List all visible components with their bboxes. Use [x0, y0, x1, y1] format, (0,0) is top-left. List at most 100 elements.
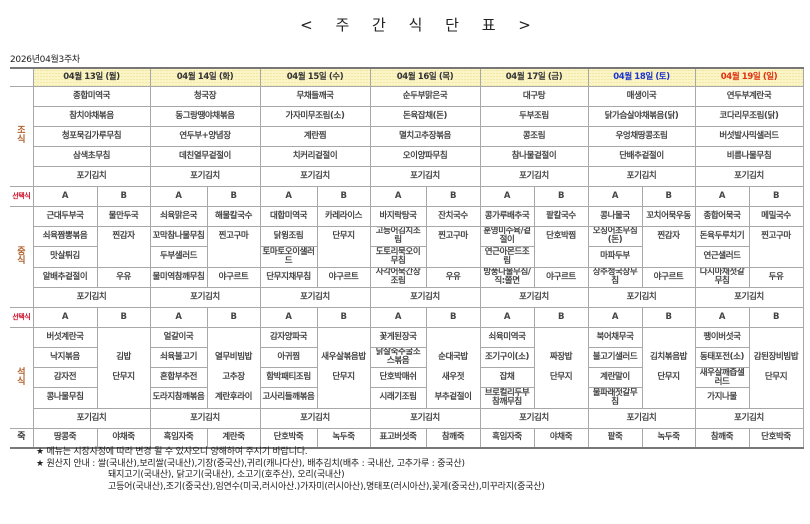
dinner-a-item: 새우살깨즙샐러드 — [694, 366, 750, 389]
lunch-a-item: 훈영미수육/겉절이 — [479, 225, 535, 247]
dinner-a-item: 동태포전(소) — [694, 346, 750, 369]
lunch-b-item: 찐감자 — [641, 225, 696, 268]
day-header: 04월 15일 (수) — [259, 67, 371, 87]
option-b-header: B — [533, 306, 589, 328]
dinner-a-item: 물파래젓갈무침 — [587, 387, 643, 409]
lunch-a-item: 마파두부 — [587, 246, 643, 268]
dinner-b-item: 김치볶음밥 — [649, 352, 688, 362]
dinner-a-item: 북어채무국 — [587, 326, 643, 348]
lunch-b-side: 찐감자 — [112, 231, 135, 241]
lunch-a-item: 종합어묵국 — [694, 205, 750, 227]
kimchi-cell: 포기김치 — [369, 407, 481, 429]
table-row: 04월 13일 (월) 04월 14일 (화) 04월 15일 (수) 04월 16일… — [10, 67, 804, 87]
porridge-b: 참깨죽 — [425, 427, 481, 449]
table-row: 참치야채볶음 동그랑땡야채볶음 가자미무조림(소) 돈육잡채(돈) 두부조림 닭가슴살야채… — [10, 105, 804, 127]
lunch-a-item: 돈육두루치기 — [694, 225, 750, 247]
lunch-b-item: 두유 — [748, 266, 804, 288]
table-row: 삼색초무침 데친열무겉절이 치커리겉절이 오이양파무침 참나물겉절이 단배추겉절이 비름나물… — [10, 145, 804, 167]
dinner-b-set: 순대국밥 새우젓 부추겉절이 — [425, 326, 481, 409]
dinner-b-item: 단무지 — [657, 372, 680, 382]
option-a-header: A — [694, 185, 750, 207]
dinner-b-set: 열무비빔밥 고추장 계란후라이 — [206, 326, 261, 409]
dinner-b-item: 부추겉절이 — [434, 392, 472, 402]
porridge-a: 표고버섯죽 — [369, 427, 427, 449]
dinner-a-item: 버섯계란국 — [32, 326, 98, 348]
kimchi-cell: 포기김치 — [694, 286, 804, 308]
kimchi-cell: 포기김치 — [149, 165, 261, 187]
breakfast-item: 종합미역국 — [32, 85, 151, 107]
day-header: 04월 16일 (목) — [369, 67, 481, 87]
table-row: 청포묵김가루무침 연두부+양념장 계란찜 멸치고추장볶음 콩조림 우엉채땅콩조림 버섯발사믹… — [10, 125, 804, 147]
day-header: 04월 14일 (화) — [149, 67, 261, 87]
option-a-header: A — [32, 306, 98, 328]
table-row: 알배추겉절이 우유 물미역참깨무침 야구르트 단무지채무침 야구르트 사각어묵간장조림 우유 방… — [10, 266, 804, 288]
dinner-b-item: 짜장밥 — [549, 352, 573, 362]
breakfast-item: 참나물겉절이 — [479, 145, 589, 167]
meal-label-char: 조 — [17, 126, 26, 136]
table-row: 중 식 근대두부국 물만두국 쇠육맑은국 해물칼국수 대합미역국 카레라이스 바지락탕국 잔치국수… — [10, 205, 804, 308]
menu-change-note: ★ 메뉴는 시장사정에 따라 변경 될 수 있사오니 양해하여 주시기 바랍니다… — [36, 447, 308, 457]
porridge-a: 흑임자죽 — [479, 427, 535, 449]
option-b-header: B — [206, 306, 261, 328]
breakfast-item: 멸치고추장볶음 — [369, 125, 481, 147]
week-label: 2026년04월3주차 — [10, 55, 80, 65]
kimchi-cell: 포기김치 — [32, 407, 151, 429]
option-a-header: A — [479, 185, 535, 207]
lunch-a-item: 상추청국장무침 — [587, 266, 643, 288]
option-b-header: B — [425, 185, 481, 207]
dinner-a-item: 조기구이(소) — [479, 346, 535, 369]
table-row: 선택식 A B A B A B A B A B A B A B — [10, 306, 804, 328]
table-row: 콩나물무침 도라지참깨볶음 고사리들깨볶음 시래기조림 브로컬리두부참깨무침 물파래젓갈무… — [10, 387, 803, 409]
day-header: 04월 18일 (토) — [587, 67, 696, 87]
breakfast-item: 단배추겉절이 — [587, 145, 696, 167]
origin-notice: ★ 원산지 안내 : 쌀(국내산),보리쌀(국내산),기장(중국산),귀리(캐나… — [36, 458, 465, 469]
dinner-b-item: 순대국밥 — [438, 352, 468, 362]
table-row: 석 식 버섯계란국 김밥 단무지 얼갈이국 열무비빔밥 고추장 계란후라이 감자양파국 새우살볶음밥… — [10, 326, 804, 429]
corner-cell — [10, 67, 34, 87]
dinner-a-item: 함박패티조림 — [259, 366, 318, 389]
option-a-header: A — [587, 306, 643, 328]
dinner-a-item: 혼합부추전 — [149, 366, 208, 389]
lunch-b-item: 메밀국수 — [748, 205, 804, 227]
option-b-header: B — [96, 185, 151, 207]
kimchi-cell: 포기김치 — [369, 165, 481, 187]
dinner-b-item: 단무지 — [549, 372, 573, 382]
porridge-b: 야채죽 — [96, 427, 151, 449]
dinner-b-item: 감된장비빔밥 — [753, 352, 799, 362]
dinner-a-item: 잡채 — [479, 366, 535, 389]
lunch-a-item: 대합미역국 — [259, 205, 318, 227]
meal-label-char: 중 — [17, 246, 26, 257]
lunch-b-item: 잔치국수 — [425, 205, 481, 227]
dinner-a-item: 감자양파국 — [259, 326, 318, 348]
porridge-b: 단호박죽 — [748, 427, 804, 449]
breakfast-item: 가자미무조림(소) — [259, 105, 371, 127]
porridge-b: 야채죽 — [533, 427, 589, 449]
lunch-a-item: 알배추겉절이 — [32, 266, 98, 288]
lunch-b-side: 찐고구마 — [438, 231, 468, 241]
lunch-b-item: 찐고구마 — [425, 225, 481, 268]
lunch-b-item: 찐감자 — [96, 225, 151, 268]
breakfast-item: 참치야채볶음 — [32, 105, 151, 127]
dinner-a-item: 시래기조림 — [369, 387, 427, 409]
dinner-b-item — [537, 328, 586, 348]
meal-label-char: 식 — [17, 255, 26, 266]
option-a-header: A — [259, 306, 318, 328]
lunch-b-item: 야구르트 — [641, 266, 696, 288]
dinner-a-item: 고사리들깨볶음 — [259, 387, 318, 409]
breakfast-item: 계란찜 — [259, 125, 371, 147]
table-row: 낙지볶음 쇠육불고기 아귀찜 닭살숙주굴소스볶음 조기구이(소) 불고기샐러드 동태포전(소… — [10, 346, 803, 369]
breakfast-item: 매생이국 — [587, 85, 696, 107]
lunch-b-item: 야구르트 — [206, 266, 261, 288]
kimchi-cell: 포기김치 — [479, 407, 589, 429]
dinner-a-item: 단호박매쉬 — [369, 366, 427, 389]
porridge-a: 흑임자죽 — [149, 427, 208, 449]
option-a-header: A — [479, 306, 535, 328]
dinner-a-item: 꽃게된장국 — [369, 326, 427, 348]
dinner-b-item: 김밥 — [116, 352, 131, 362]
porridge-a: 단호박죽 — [259, 427, 318, 449]
breakfast-item: 삼색초무침 — [32, 145, 151, 167]
dinner-a-item: 얼갈이국 — [149, 326, 208, 348]
